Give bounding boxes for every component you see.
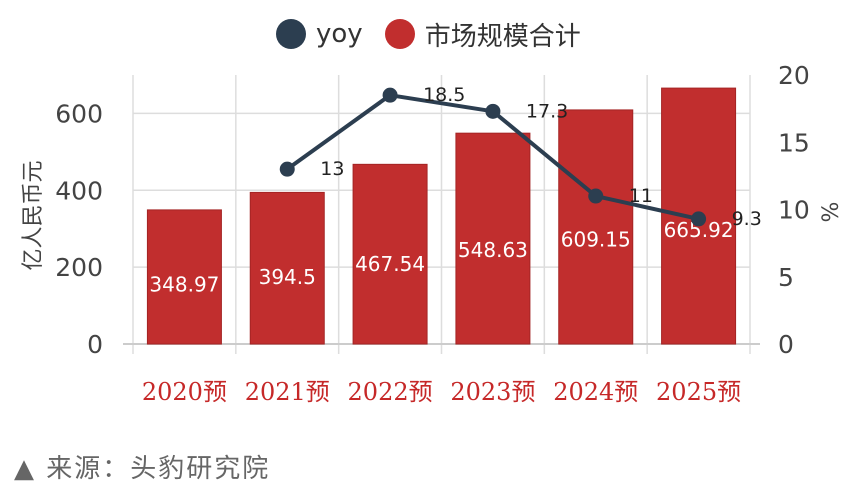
bar-value-label: 467.54 — [355, 252, 425, 276]
yoy-value-label: 13 — [320, 158, 344, 180]
bar — [558, 109, 634, 345]
yoy-value-label: 11 — [629, 185, 653, 207]
x-tick-label: 2021预 — [245, 378, 330, 406]
y-tick-left-label: 0 — [87, 330, 103, 359]
bar-value-label: 548.63 — [458, 238, 528, 262]
y-tick-right-label: 15 — [778, 128, 810, 157]
x-tick-label: 2022预 — [348, 378, 433, 406]
yoy-value-label: 17.3 — [526, 100, 568, 122]
yoy-point — [279, 161, 295, 177]
y-tick-left-label: 400 — [55, 176, 103, 205]
x-tick-label: 2025预 — [656, 378, 741, 406]
yoy-point — [691, 211, 707, 227]
yoy-point — [485, 103, 501, 119]
bar — [249, 191, 325, 345]
legend-item-market-size: 市场规模合计 — [384, 16, 581, 53]
bar-value-label: 394.5 — [259, 265, 316, 289]
legend-label-yoy: yoy — [316, 19, 363, 49]
chart-legend: yoy 市场规模合计 — [276, 14, 603, 54]
legend-label-market-size: 市场规模合计 — [424, 21, 581, 52]
yoy-value-label: 9.3 — [732, 208, 762, 230]
bar — [146, 209, 222, 345]
y-axis-right-title: % — [819, 202, 844, 223]
yoy-point — [588, 188, 604, 204]
bar-value-label: 609.15 — [561, 228, 631, 252]
x-tick-label: 2023预 — [450, 378, 535, 406]
y-tick-right-label: 5 — [778, 263, 794, 292]
y-tick-left-label: 200 — [55, 253, 103, 282]
source-text: 来源：头豹研究院 — [46, 454, 271, 484]
y-tick-right-label: 10 — [778, 196, 810, 225]
triangle-icon: ▲ — [14, 454, 36, 484]
yoy-value-label: 18.5 — [423, 84, 465, 106]
legend-swatch-yoy — [276, 19, 306, 49]
legend-item-yoy: yoy — [276, 19, 363, 49]
y-tick-right-label: 20 — [778, 61, 810, 90]
bar — [352, 163, 428, 345]
y-axis-left-title: 亿人民币元 — [21, 160, 46, 270]
yoy-point — [382, 87, 398, 103]
x-tick-label: 2020预 — [142, 378, 227, 406]
x-tick-label: 2024预 — [553, 378, 638, 406]
bar — [455, 132, 531, 345]
bar-value-label: 348.97 — [149, 273, 219, 297]
y-tick-left-label: 600 — [55, 99, 103, 128]
source-note: ▲ 来源：头豹研究院 — [14, 448, 270, 485]
legend-swatch-market-size — [384, 19, 415, 49]
y-tick-right-label: 0 — [778, 330, 794, 359]
